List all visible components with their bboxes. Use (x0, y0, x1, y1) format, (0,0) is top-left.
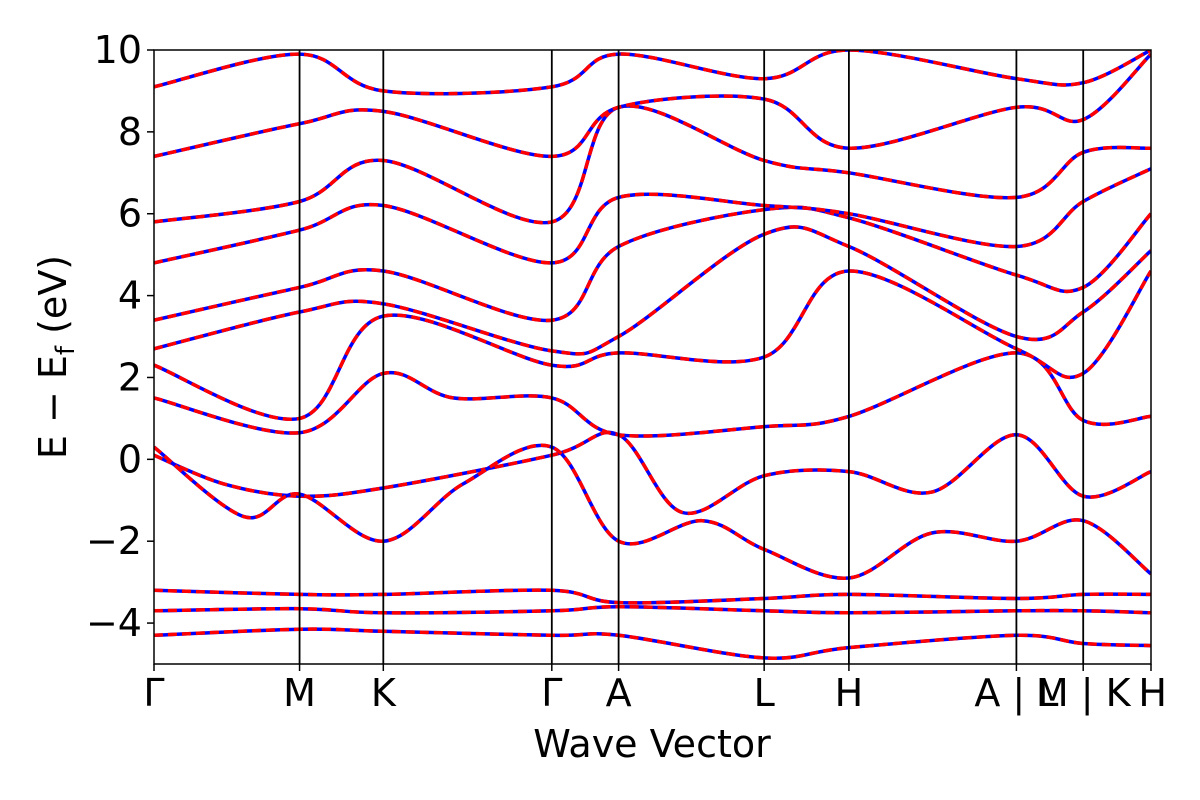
x-tick-label: Γ (541, 671, 562, 715)
x-tick-label: Γ (143, 671, 164, 715)
band-line-blue (154, 627, 1151, 660)
x-tick-label: H (835, 671, 864, 715)
band-line-blue (154, 205, 1151, 323)
y-tick-label: 4 (118, 274, 142, 318)
x-tick-label: L (754, 671, 775, 715)
x-tick-label: M | K (1036, 671, 1132, 716)
band-line-red (154, 269, 1151, 422)
x-tick-label: A (606, 671, 632, 715)
band-line-red (154, 627, 1151, 660)
band-line-red (154, 167, 1151, 265)
band-line-red (154, 430, 1151, 516)
band-line-red (154, 50, 1151, 96)
band-line-blue (154, 167, 1151, 265)
y-tick-label: −4 (86, 601, 142, 645)
y-axis-label: E − Ef (eV) (31, 255, 81, 459)
y-tick-label: 0 (118, 437, 142, 481)
band-line-blue (154, 52, 1151, 159)
y-tick-label: 6 (118, 192, 142, 236)
x-axis-label: Wave Vector (533, 722, 771, 766)
x-tick-label: K (371, 671, 397, 715)
band-line-red (154, 351, 1151, 438)
x-tick-label: H (1138, 671, 1167, 715)
band-line-blue (154, 443, 1151, 580)
band-line-blue (154, 269, 1151, 422)
band-lines (154, 50, 1151, 660)
band-line-blue (154, 430, 1151, 516)
band-line-red (154, 104, 1151, 225)
y-tick-label: −2 (86, 519, 142, 563)
band-line-red (154, 604, 1151, 615)
y-tick-label: 8 (118, 110, 142, 154)
band-line-red (154, 225, 1151, 356)
band-line-red (154, 52, 1151, 159)
band-line-red (154, 588, 1151, 605)
x-tick-label: A | L (974, 671, 1058, 716)
band-line-red (154, 443, 1151, 580)
y-tick-label: 2 (118, 355, 142, 399)
y-axis: −4 −2 0 2 4 6 8 10 (86, 28, 154, 645)
band-line-blue (154, 351, 1151, 438)
band-line-red (154, 205, 1151, 323)
y-tick-label: 10 (94, 28, 142, 72)
plot-frame (153, 49, 1152, 665)
band-line-blue (154, 588, 1151, 605)
x-tick-label: M (283, 671, 316, 715)
kpoint-divider-lines (298, 50, 1085, 664)
